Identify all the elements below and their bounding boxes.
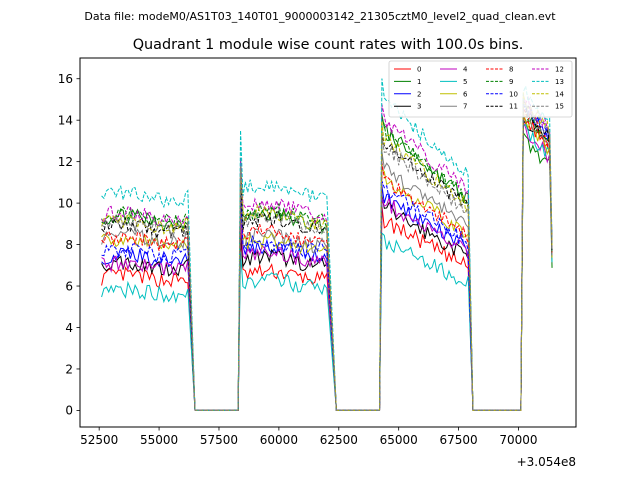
series-line-15 xyxy=(101,102,553,411)
legend-label-0: 0 xyxy=(417,66,421,74)
y-tick-label: 14 xyxy=(58,113,73,127)
legend-label-6: 6 xyxy=(463,90,468,98)
suptitle: Data file: modeM0/AS1T03_140T01_90000031… xyxy=(84,10,556,23)
x-tick-label: 70000 xyxy=(499,433,537,447)
y-tick-label: 12 xyxy=(58,155,73,169)
legend-label-15: 15 xyxy=(555,103,564,111)
x-offset-label: +3.054e8 xyxy=(517,455,576,469)
x-tick-label: 55000 xyxy=(140,433,178,447)
x-tick-label: 67500 xyxy=(439,433,477,447)
legend-label-2: 2 xyxy=(417,90,421,98)
legend-label-4: 4 xyxy=(463,66,468,74)
x-tick-label: 57500 xyxy=(200,433,238,447)
legend-label-8: 8 xyxy=(509,66,513,74)
series-line-14 xyxy=(101,92,553,411)
y-tick-label: 8 xyxy=(65,238,73,252)
series-line-13 xyxy=(101,78,553,411)
legend-label-12: 12 xyxy=(555,66,564,74)
legend-label-10: 10 xyxy=(509,90,518,98)
x-tick-label: 62500 xyxy=(320,433,358,447)
chart-title: Quadrant 1 module wise count rates with … xyxy=(133,37,524,53)
legend-label-5: 5 xyxy=(463,78,467,86)
axes-frame xyxy=(79,57,577,428)
legend-frame xyxy=(388,60,573,118)
y-tick-label: 4 xyxy=(65,321,73,335)
y-tick-label: 16 xyxy=(58,72,73,86)
legend-label-11: 11 xyxy=(509,103,518,111)
tick-layer: 52500 55000 57500 60000 62500 65000 67500 70000… xyxy=(58,72,538,447)
y-tick-label: 2 xyxy=(65,362,73,376)
legend-label-14: 14 xyxy=(555,90,564,98)
legend-label-7: 7 xyxy=(463,103,467,111)
x-tick-label: 65000 xyxy=(380,433,418,447)
y-tick-label: 0 xyxy=(65,404,73,418)
legend-label-1: 1 xyxy=(417,78,421,86)
x-tick-label: 52500 xyxy=(80,433,118,447)
y-tick-label: 6 xyxy=(65,279,73,293)
series-line-12 xyxy=(101,94,553,411)
y-tick-label: 10 xyxy=(58,196,73,210)
x-tick-label: 60000 xyxy=(260,433,298,447)
legend-label-13: 13 xyxy=(555,78,564,86)
series-layer xyxy=(101,78,553,411)
legend-label-3: 3 xyxy=(417,103,421,111)
legend-label-9: 9 xyxy=(509,78,513,86)
